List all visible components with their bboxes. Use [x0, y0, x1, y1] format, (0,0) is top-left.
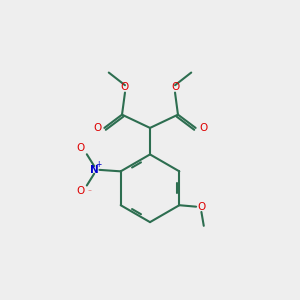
Text: O: O — [121, 82, 129, 92]
Text: N: N — [90, 165, 99, 175]
Text: O: O — [199, 123, 207, 133]
Text: +: + — [95, 160, 102, 169]
Text: O: O — [197, 202, 206, 212]
Text: O: O — [76, 186, 85, 197]
Text: O: O — [93, 123, 101, 133]
Text: O: O — [76, 143, 85, 153]
Text: O: O — [171, 82, 179, 92]
Text: ⁻: ⁻ — [88, 187, 92, 196]
